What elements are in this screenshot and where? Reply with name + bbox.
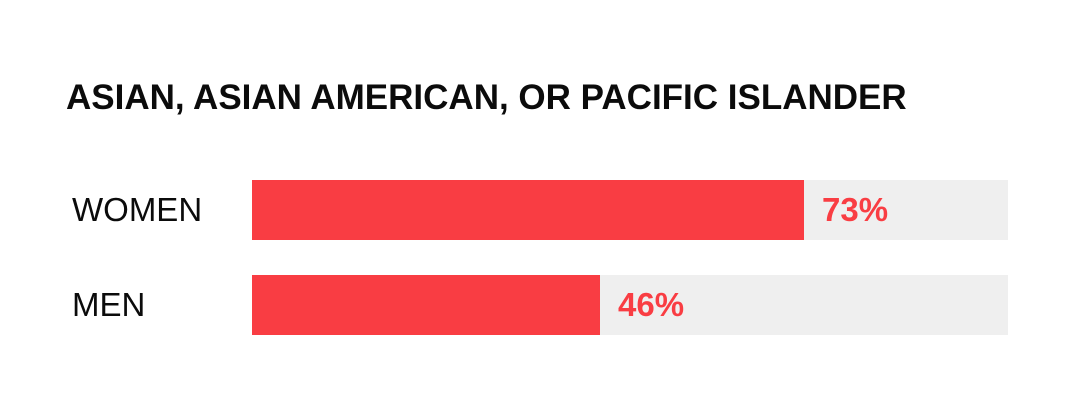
category-label-men: MEN xyxy=(72,286,146,323)
bar-row-men: MEN 46% xyxy=(0,275,1080,335)
value-label-women: 73% xyxy=(822,191,889,228)
bar-row-women: WOMEN 73% xyxy=(0,180,1080,240)
chart-title: ASIAN, ASIAN AMERICAN, OR PACIFIC ISLAND… xyxy=(66,78,907,117)
bar-track-women: 73% xyxy=(252,180,1008,240)
bar-women xyxy=(252,180,804,240)
value-label-men: 46% xyxy=(618,286,685,323)
category-label-women: WOMEN xyxy=(72,191,203,228)
bar-men xyxy=(252,275,600,335)
bar-track-men: 46% xyxy=(252,275,1008,335)
